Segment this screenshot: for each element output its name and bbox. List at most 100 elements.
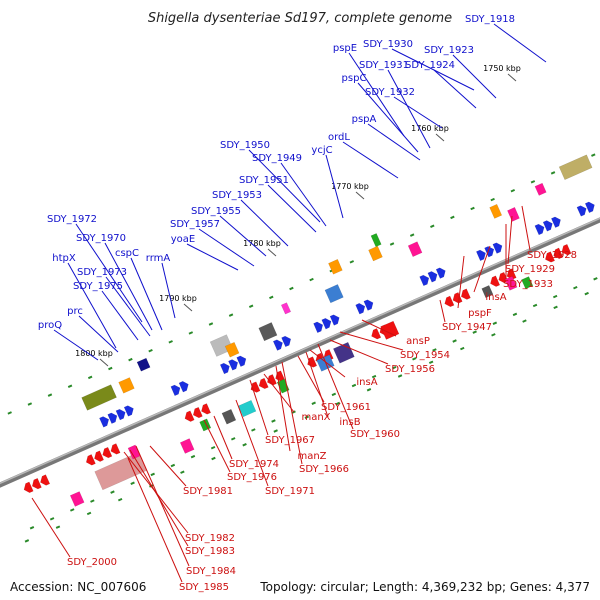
track-tick-mark (309, 277, 314, 282)
track-tick-mark (452, 339, 457, 343)
genome-backbone-highlight (0, 217, 600, 485)
gene-feature (370, 233, 382, 248)
top-gene-label: SDY_1950 (220, 140, 270, 151)
bottom-gene-label: insA (485, 292, 506, 303)
scale-tick-label: 1800 kbp (75, 349, 113, 358)
top-label-leader (325, 154, 344, 219)
bottom-label-leader (473, 245, 491, 293)
top-gene-label: SDY_1951 (239, 175, 289, 186)
track-tick-mark (510, 188, 516, 193)
bottom-label-leader (281, 361, 303, 465)
track-tick-mark (7, 411, 12, 415)
gene-forward-arrow (281, 335, 292, 348)
track-tick-mark (591, 153, 596, 157)
gene-reverse-arrow (184, 410, 195, 422)
gene-forward-arrow (355, 303, 366, 315)
track-tick-mark (492, 321, 498, 325)
gene-feature (127, 444, 141, 460)
track-tick-mark (47, 393, 53, 397)
top-gene-label: pspE (333, 43, 357, 54)
gene-forward-arrow (550, 216, 561, 228)
track-tick-mark (230, 437, 236, 441)
gene-feature (199, 418, 212, 432)
top-label-leader (130, 257, 163, 331)
top-label-leader (101, 290, 139, 341)
bottom-gene-label: ansP (406, 336, 430, 347)
track-tick-mark (148, 348, 153, 353)
track-tick-mark (150, 472, 155, 477)
gene-feature (324, 284, 344, 304)
bottom-gene-label: SDY_2000 (67, 557, 117, 568)
gene-forward-arrow (435, 267, 446, 279)
track-tick-mark (251, 428, 256, 432)
gene-reverse-arrow (31, 477, 42, 490)
bottom-gene-label: pspF (468, 308, 492, 319)
bottom-gene-label: SDY_1967 (265, 435, 315, 446)
track-tick-mark (273, 429, 278, 433)
track-tick-mark (432, 348, 437, 352)
bottom-label-leader (203, 419, 231, 473)
bottom-label-leader (507, 215, 513, 265)
scale-tick-label: 1790 kbp (159, 294, 197, 303)
track-tick-mark (389, 242, 395, 246)
bottom-gene-label: manX (301, 412, 330, 423)
gene-feature (489, 203, 503, 219)
gene-feature (136, 357, 151, 372)
track-tick-mark (397, 374, 403, 378)
top-gene-label: pspA (352, 114, 377, 125)
track-tick-mark (593, 277, 598, 281)
track-tick-mark (242, 443, 247, 447)
gene-forward-arrow (178, 381, 189, 393)
bottom-gene-label: SDY_1983 (185, 546, 235, 557)
track-tick-mark (49, 517, 55, 521)
gene-reverse-arrow (371, 328, 382, 340)
gene-reverse-arrow (23, 481, 34, 493)
gene-forward-arrow (99, 416, 110, 428)
top-label-leader (161, 262, 176, 319)
top-gene-label: ordL (328, 132, 350, 143)
bottom-label-leader (297, 355, 325, 403)
track-tick-mark (210, 445, 216, 450)
top-label-leader (357, 82, 419, 153)
gene-forward-arrow (115, 408, 126, 421)
top-gene-label: pspC (342, 73, 367, 84)
track-tick-mark (366, 388, 372, 392)
track-tick-mark (130, 481, 135, 485)
track-tick-mark (269, 295, 274, 300)
bottom-gene-label: SDY_1954 (400, 350, 450, 361)
track-tick-mark (190, 454, 196, 459)
top-label-leader (248, 149, 321, 223)
top-gene-label: SDY_1955 (191, 206, 241, 217)
track-tick-mark (512, 312, 518, 317)
bottom-gene-label: SDY_1928 (527, 250, 577, 261)
scale-tick-label: 1770 kbp (331, 182, 369, 191)
bottom-label-leader (309, 349, 346, 378)
track-tick-mark (584, 291, 589, 296)
track-tick-mark (573, 285, 578, 290)
top-gene-label: proQ (38, 320, 62, 331)
track-tick-mark (428, 360, 434, 365)
track-tick-mark (248, 304, 254, 308)
gene-reverse-arrow (545, 251, 556, 263)
diagram-layer: 1750 kbp 1760 kbp 1770 kbp 1780 kbp 1790 kbp… (0, 14, 600, 593)
top-gene-label: SDY_1957 (170, 219, 220, 230)
top-gene-label: SDY_1949 (252, 153, 302, 164)
track-tick-mark (412, 357, 417, 361)
bottom-label-leader (439, 299, 446, 323)
gene-feature (368, 245, 383, 262)
track-tick-mark (553, 305, 558, 310)
gene-forward-arrow (313, 321, 324, 334)
bottom-label-leader (135, 445, 190, 567)
top-gene-label: htpX (52, 253, 76, 264)
gene-forward-arrow (492, 242, 503, 254)
bottom-label-leader (361, 319, 397, 337)
gene-reverse-arrow (110, 443, 121, 455)
track-tick-mark (550, 171, 556, 175)
gene-forward-arrow (321, 318, 332, 330)
track-tick-mark (470, 206, 475, 211)
top-gene-label: SDY_1931 (359, 60, 409, 71)
top-label-leader (78, 315, 119, 353)
bottom-label-leader (263, 373, 295, 413)
top-gene-label: SDY_1918 (465, 14, 515, 25)
